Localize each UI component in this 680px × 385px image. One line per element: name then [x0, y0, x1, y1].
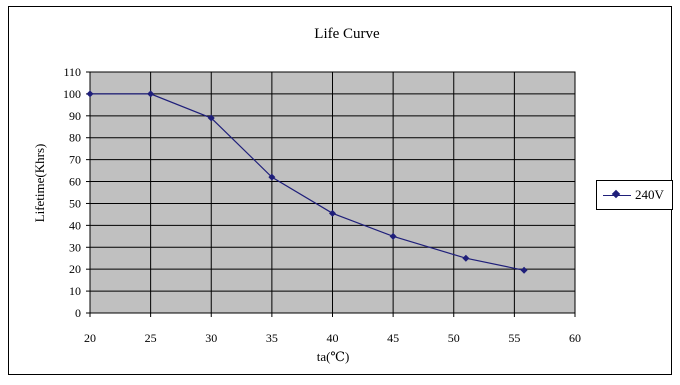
y-tick-label: 0: [75, 306, 81, 320]
data-point: [462, 254, 470, 262]
y-tick-label: 90: [69, 109, 81, 123]
data-point: [520, 266, 528, 274]
y-tick-label: 80: [69, 131, 81, 145]
y-tick-label: 60: [69, 175, 81, 189]
x-tick-label: 20: [84, 331, 96, 345]
y-tick-label: 50: [69, 196, 81, 210]
data-point: [389, 232, 397, 240]
vertical-grid-lines: [150, 72, 515, 313]
y-axis-ticks: 0 10 20 30 40 50 60 70 80 90 100 110: [63, 65, 90, 320]
x-axis-ticks: 20 25 30 35 40 45 50 55 60: [84, 313, 581, 345]
data-point: [268, 173, 276, 181]
data-point: [329, 209, 336, 217]
x-tick-label: 60: [569, 331, 581, 345]
data-point: [147, 90, 155, 98]
x-tick-label: 55: [508, 331, 520, 345]
diamond-marker-icon: [611, 189, 621, 199]
data-point: [207, 114, 215, 122]
series-line: [90, 93, 525, 271]
x-axis-label: ta(℃): [317, 349, 350, 364]
y-tick-label: 30: [69, 240, 81, 254]
y-tick-label: 100: [63, 87, 81, 101]
legend-label: 240V: [635, 187, 664, 202]
y-tick-label: 40: [69, 218, 81, 232]
x-tick-label: 40: [327, 331, 339, 345]
x-tick-label: 30: [205, 331, 217, 345]
x-tick-label: 45: [387, 331, 399, 345]
y-tick-label: 20: [69, 262, 81, 276]
chart-title: Life Curve: [314, 26, 380, 42]
y-tick-label: 10: [69, 284, 81, 298]
y-axis-label: Lifetime(Khrs): [32, 144, 47, 223]
y-tick-label: 110: [63, 65, 81, 79]
x-tick-label: 25: [145, 331, 157, 345]
x-tick-label: 50: [448, 331, 460, 345]
legend: 240V: [596, 180, 673, 210]
y-tick-label: 70: [69, 153, 81, 167]
data-point: [86, 90, 94, 98]
x-tick-label: 35: [266, 331, 278, 345]
series-240v: [86, 90, 528, 274]
